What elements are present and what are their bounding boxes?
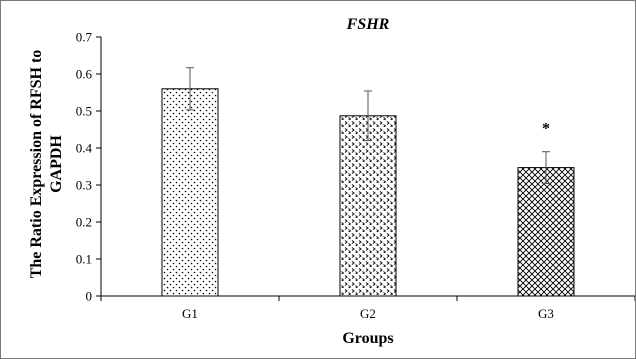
y-tick-label: 0.6: [76, 67, 93, 82]
y-tick-label: 0.1: [76, 252, 92, 267]
y-tick-label: 0.7: [76, 30, 93, 45]
y-axis-title-line-1: The Ratio Expression of RFSH to: [28, 50, 45, 279]
y-tick-label: 0.4: [76, 141, 93, 156]
y-axis: 0 0.1 0.2 0.3 0.4 0.5 0.6 0.7: [76, 30, 102, 304]
x-axis: [100, 295, 635, 301]
y-axis-title-line-2: GAPDH: [48, 135, 65, 193]
y-tick-label: 0.2: [76, 215, 92, 230]
chart-title: FSHR: [346, 16, 390, 33]
y-axis-title: The Ratio Expression of RFSH to GAPDH: [28, 50, 65, 279]
y-tick-label: 0.5: [76, 104, 92, 119]
x-axis-title: Groups: [342, 330, 393, 347]
bar-g3: [517, 167, 575, 297]
y-tick-label: 0: [86, 289, 93, 304]
x-tick-label-g1: G1: [182, 306, 198, 321]
y-tick-label: 0.3: [76, 178, 92, 193]
bar-g2: [339, 115, 397, 297]
bar-g1: [161, 88, 219, 297]
bars: G1 G2 G3 *: [161, 67, 575, 321]
x-tick-label-g3: G3: [538, 306, 554, 321]
x-tick-label-g2: G2: [360, 306, 376, 321]
significance-marker: *: [542, 121, 550, 138]
